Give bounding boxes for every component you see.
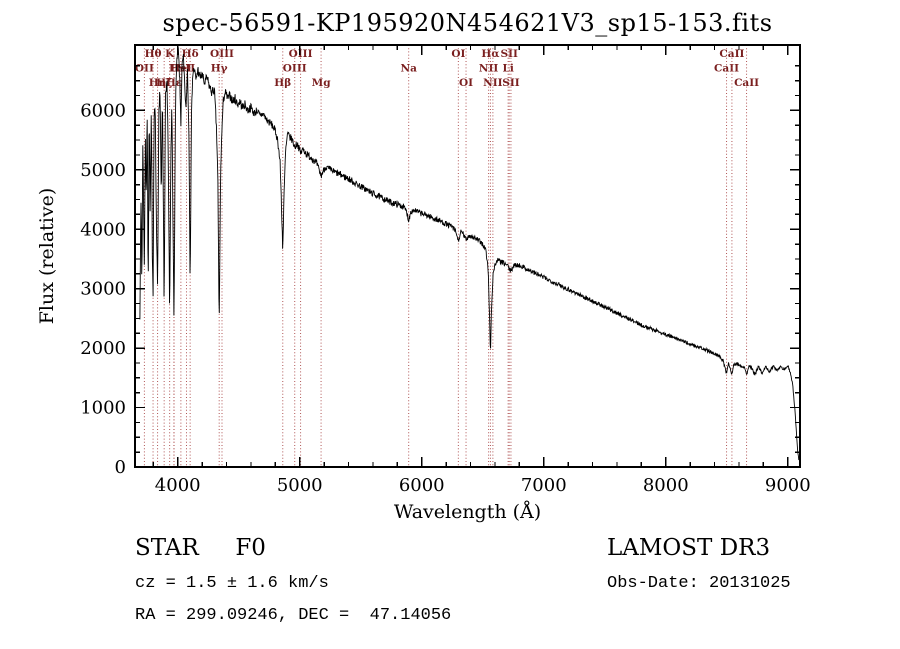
x-tick-label: 8000 <box>643 475 689 496</box>
y-tick-label: 1000 <box>80 398 126 419</box>
line-marker-label: Hθ <box>145 48 162 60</box>
y-tick-label: 6000 <box>80 100 126 121</box>
line-marker-label: K <box>165 48 175 60</box>
radial-velocity-label: cz = 1.5 ± 1.6 km/s <box>135 574 329 593</box>
x-tick-label: 4000 <box>155 475 201 496</box>
ra-dec-label: RA = 299.09246, DEC = 47.14056 <box>135 606 452 625</box>
line-marker-label: NII <box>483 77 503 89</box>
line-marker-label: SII <box>178 63 195 75</box>
y-tick-label: 0 <box>115 457 126 478</box>
line-marker-label: Hγ <box>211 63 228 75</box>
line-marker-label: Hδ <box>182 48 199 60</box>
line-marker-label: CaII <box>714 63 739 75</box>
object-class-label: STAR F0 <box>135 535 266 561</box>
line-marker-label: Hε <box>166 77 182 89</box>
x-tick-label: 7000 <box>521 475 567 496</box>
line-marker-label: CaII <box>719 48 744 60</box>
line-marker-label: OIII <box>289 48 313 60</box>
y-axis-label: Flux (relative) <box>36 187 58 325</box>
line-marker-label: Hζ <box>156 77 172 89</box>
line-marker-label: OI <box>459 77 473 89</box>
y-tick-label: 4000 <box>80 219 126 240</box>
line-marker-label: CaII <box>734 77 759 89</box>
axes <box>134 44 801 468</box>
x-tick-label: 9000 <box>765 475 811 496</box>
y-tick-label: 3000 <box>80 279 126 300</box>
y-tick-label: 5000 <box>80 160 126 181</box>
y-tick-label: 2000 <box>80 338 126 359</box>
line-marker-label: Na <box>400 63 417 75</box>
line-marker-label: Hα <box>481 48 499 60</box>
line-marker-label: NII <box>479 63 499 75</box>
line-marker-label: Hη <box>149 77 167 89</box>
line-marker-label: SII <box>502 77 519 89</box>
spectrum-line <box>139 47 800 461</box>
line-marker-label: OIII <box>283 63 307 75</box>
line-marker-label: OI <box>451 48 465 60</box>
line-marker-label: OIII <box>210 48 234 60</box>
line-marker-label: OII <box>135 63 154 75</box>
plot-title: spec-56591-KP195920N454621V3_sp15-153.fi… <box>162 9 773 37</box>
line-marker-label: SII <box>501 48 518 60</box>
line-marker-label: H <box>169 63 179 75</box>
survey-label: LAMOST DR3 <box>607 535 771 561</box>
line-marker-label: Li <box>502 63 513 75</box>
x-tick-label: 6000 <box>399 475 445 496</box>
obs-date-label: Obs-Date: 20131025 <box>607 574 791 593</box>
x-tick-label: 5000 <box>277 475 323 496</box>
line-marker-label: Hβ <box>274 77 291 89</box>
line-markers: OIIHθHηHζKHHεHeISIIHδHγOIIIHβOIIIOIIIMgN… <box>135 45 759 467</box>
x-axis-label: Wavelength (Å) <box>393 501 542 523</box>
line-marker-label: Mg <box>312 77 332 89</box>
